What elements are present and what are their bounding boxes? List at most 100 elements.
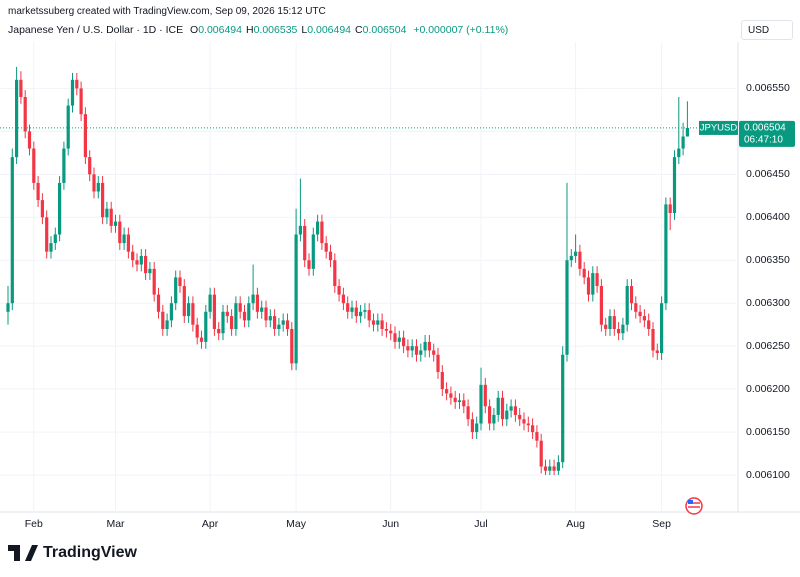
- countdown-tag: 06:47:10: [744, 135, 783, 146]
- candle-body: [582, 268, 586, 278]
- candle-body: [19, 79, 23, 97]
- candle-body: [105, 208, 109, 218]
- candle-body: [75, 79, 79, 89]
- candle-body: [225, 311, 229, 317]
- candle-body: [642, 316, 646, 321]
- candle-body: [634, 303, 638, 312]
- candle-body: [440, 371, 444, 390]
- candle-body: [303, 225, 307, 261]
- candle-body: [367, 310, 371, 321]
- candle-body: [178, 277, 182, 287]
- candle-body: [208, 294, 212, 312]
- candle-body: [169, 303, 173, 321]
- candle-body: [608, 316, 612, 329]
- candle-body: [518, 414, 522, 420]
- y-tick-label: 0.006400: [746, 211, 790, 223]
- candle-body: [384, 328, 388, 331]
- candle-body: [328, 251, 333, 261]
- candle-body: [324, 243, 328, 252]
- ohlc-legend: O0.006494 H0.006535 L0.006494 C0.006504: [186, 24, 406, 36]
- candle-body: [70, 79, 75, 106]
- candle-body: [414, 346, 419, 355]
- candle-body: [402, 337, 406, 347]
- candle-body: [586, 277, 591, 295]
- candle-body: [625, 286, 629, 325]
- candle-body: [144, 255, 148, 274]
- candle-body: [36, 182, 40, 201]
- ohlc-value: 0.006504: [362, 24, 407, 36]
- candle-body: [195, 324, 199, 338]
- candle-body: [62, 148, 66, 183]
- candle-body: [255, 294, 259, 312]
- candle-body: [238, 303, 242, 312]
- symbol-name: Japanese Yen / U.S. Dollar · 1D · ICE: [8, 24, 184, 36]
- candle-body: [569, 255, 573, 261]
- candle-body: [591, 273, 595, 295]
- candle-body: [6, 303, 10, 312]
- logo-text: TradingView: [43, 544, 137, 561]
- candle-body: [363, 310, 367, 312]
- candle-body: [333, 260, 337, 287]
- candle-body: [109, 208, 113, 226]
- candle-body: [27, 131, 32, 149]
- candle-body: [531, 425, 535, 433]
- x-tick-label: Apr: [202, 518, 219, 530]
- candle-body: [647, 320, 651, 329]
- y-tick-label: 0.006150: [746, 426, 790, 438]
- candle-body: [677, 148, 681, 158]
- ohlc-value: 0.006535: [253, 24, 298, 36]
- candle-body: [445, 389, 449, 394]
- candle-body: [79, 88, 83, 115]
- candle-body: [660, 303, 664, 354]
- candle-body: [66, 105, 70, 149]
- y-tick-label: 0.006350: [746, 254, 790, 266]
- candle-body: [273, 316, 277, 329]
- candle-body: [290, 328, 294, 364]
- x-tick-label: Feb: [25, 518, 43, 530]
- candle-body: [406, 346, 410, 351]
- candle-body: [376, 320, 380, 325]
- candle-body: [268, 316, 272, 321]
- candle-body: [341, 294, 345, 304]
- candle-body: [156, 294, 161, 312]
- y-tick-label: 0.006300: [746, 297, 790, 309]
- candle-body: [217, 328, 221, 334]
- y-tick-label: 0.006550: [746, 82, 790, 94]
- candle-body: [53, 234, 57, 244]
- candle-body: [436, 354, 440, 372]
- legend-row: Japanese Yen / U.S. Dollar · 1D · ICE O0…: [8, 24, 508, 36]
- candle-body: [260, 307, 264, 312]
- candle-body: [32, 148, 36, 183]
- candle-body: [617, 328, 621, 334]
- candle-body: [264, 307, 268, 321]
- candle-body: [101, 182, 105, 218]
- candle-body: [131, 251, 135, 261]
- ohlc-key: H: [245, 24, 254, 36]
- logo-mark: [8, 545, 38, 561]
- candle-body: [672, 157, 677, 213]
- candle-body: [668, 204, 672, 213]
- candle-body: [371, 320, 376, 325]
- candle-body: [681, 136, 685, 149]
- candle-body: [298, 225, 302, 235]
- candle-body: [539, 440, 543, 467]
- candle-body: [15, 79, 19, 158]
- ohlc-value: 0.006494: [198, 24, 242, 36]
- candle-body: [45, 217, 49, 252]
- candle-body: [488, 406, 492, 424]
- candle-body: [161, 311, 165, 329]
- price-tag: 0.006504: [744, 123, 786, 134]
- candle-body: [556, 462, 560, 471]
- candle-body: [96, 182, 100, 192]
- chart: 0.006100 0.006150 0.006200 0.006250 0.006300…: [0, 42, 800, 530]
- candle-body: [294, 234, 298, 364]
- candle-body: [604, 324, 608, 329]
- candle-body: [466, 406, 470, 420]
- candle-body: [122, 234, 126, 244]
- currency-button[interactable]: USD: [741, 20, 793, 40]
- logo: TradingView: [8, 544, 137, 562]
- candle-body: [457, 400, 462, 403]
- credit: marketssuberg created with TradingView.c…: [8, 6, 326, 17]
- candle-body: [354, 307, 358, 317]
- candle-body: [492, 414, 496, 424]
